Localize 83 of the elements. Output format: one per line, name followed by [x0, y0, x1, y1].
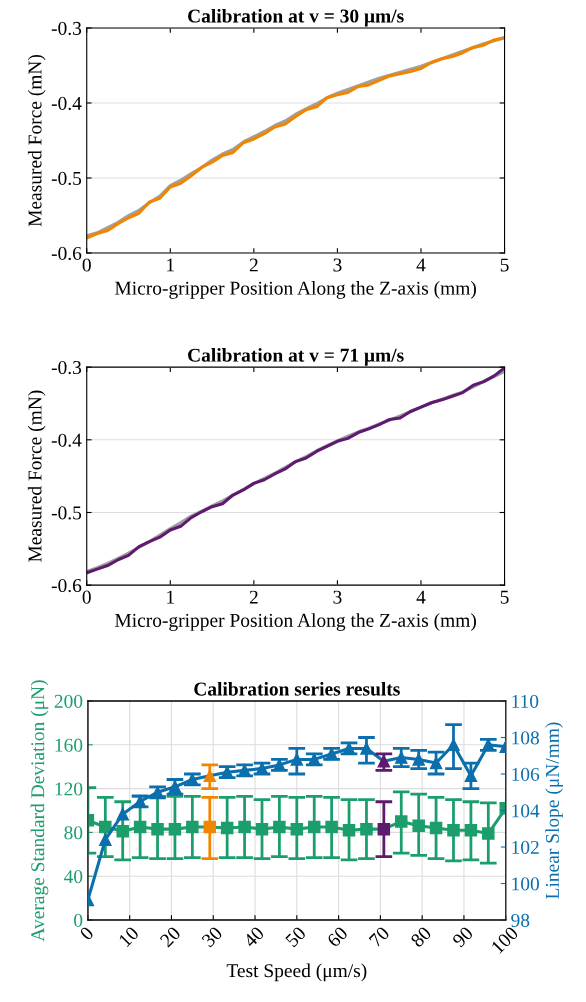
point — [464, 823, 478, 837]
point — [325, 747, 338, 761]
point — [99, 820, 112, 834]
x-tick-label: 90 — [451, 925, 474, 948]
y2-axis-title: Linear Slope (μN/mm) — [545, 722, 563, 899]
point — [360, 742, 373, 755]
point — [186, 820, 199, 834]
x-tick-label: 10 — [118, 925, 140, 948]
point — [203, 820, 217, 834]
point — [151, 822, 164, 836]
point — [429, 821, 443, 835]
y-tick-label: -0.6 — [51, 578, 82, 593]
y-tick-label: -0.3 — [51, 360, 82, 375]
y-tick-label: -0.4 — [51, 433, 82, 447]
y2-tick-label: 106 — [512, 767, 540, 781]
point — [133, 820, 147, 834]
point — [220, 821, 234, 835]
x-axis-title: Test Speed (μm/s) — [226, 963, 367, 982]
y-tick-label: -0.5 — [51, 171, 82, 186]
y-tick-label: 40 — [63, 870, 83, 884]
point — [255, 822, 269, 836]
y-tick-label: -0.3 — [51, 21, 82, 35]
point — [168, 822, 182, 836]
x-tick-label: 70 — [368, 925, 391, 948]
x-tick-label: 80 — [409, 925, 432, 948]
point — [273, 820, 286, 834]
point — [447, 823, 460, 837]
y2-tick-label: 110 — [512, 694, 539, 708]
point — [482, 827, 495, 840]
y-tick-label: -0.6 — [51, 246, 82, 261]
x-tick-label: 4 — [416, 590, 426, 604]
point — [116, 825, 129, 838]
point — [412, 819, 425, 833]
x-tick-label: 3 — [333, 258, 342, 272]
point — [290, 822, 304, 836]
y-tick-label: 120 — [55, 782, 83, 796]
x-tick-label: 50 — [284, 925, 307, 948]
y2-tick-label: 104 — [512, 804, 540, 818]
point — [395, 815, 408, 828]
point — [342, 823, 356, 837]
y2-tick-label: 100 — [512, 877, 539, 891]
x-tick-label: 1 — [167, 590, 174, 604]
point — [429, 756, 443, 770]
point — [447, 738, 460, 752]
point — [325, 820, 338, 834]
y-tick-label: -0.4 — [51, 96, 82, 110]
point — [116, 807, 129, 821]
y-axis-title: Measured Force (mN) — [27, 54, 46, 227]
y-tick-label: 80 — [64, 826, 83, 840]
y-tick-label: -0.5 — [51, 506, 82, 520]
x-tick-label: 30 — [201, 925, 224, 948]
y2-tick-label: 102 — [512, 840, 539, 854]
y-tick-label: 160 — [55, 738, 83, 752]
y-tick-label: 0 — [74, 913, 83, 927]
chart-title: Calibration at v = 30 μm/s — [188, 8, 404, 27]
point — [412, 753, 425, 766]
x-tick-label: 20 — [159, 925, 182, 948]
y-tick-label: 200 — [54, 694, 83, 708]
point — [99, 833, 112, 846]
y2-tick-label: 108 — [512, 731, 539, 745]
y2-tick-label: 98 — [511, 913, 530, 927]
x-axis-title: Micro-gripper Position Along the Z-axis (mm) — [115, 613, 476, 631]
x-tick-label: 5 — [500, 590, 509, 604]
x-tick-label: 3 — [333, 590, 342, 604]
x-tick-label: 4 — [416, 258, 426, 272]
x-tick-label: 2 — [249, 258, 258, 272]
y-axis-title: Measured Force (mN) — [27, 390, 46, 562]
x-tick-label: 1 — [167, 258, 174, 272]
point — [360, 822, 373, 836]
x-tick-label: 60 — [326, 925, 349, 948]
point — [290, 753, 304, 766]
chart-title: Calibration at v = 71 μm/s — [188, 348, 404, 366]
point — [203, 769, 217, 783]
y-axis-title: Average Standard Deviation (μN) — [30, 680, 49, 942]
point — [377, 822, 391, 836]
x-tick-label: 40 — [242, 925, 265, 949]
chart-title: Calibration series results — [194, 681, 400, 696]
point — [238, 820, 251, 834]
x-tick-label: 5 — [500, 258, 509, 272]
x-tick-label: 2 — [249, 590, 258, 604]
x-axis-title: Micro-gripper Position Along the Z-axis (mm) — [115, 281, 476, 299]
point — [395, 751, 408, 764]
point — [307, 820, 321, 834]
